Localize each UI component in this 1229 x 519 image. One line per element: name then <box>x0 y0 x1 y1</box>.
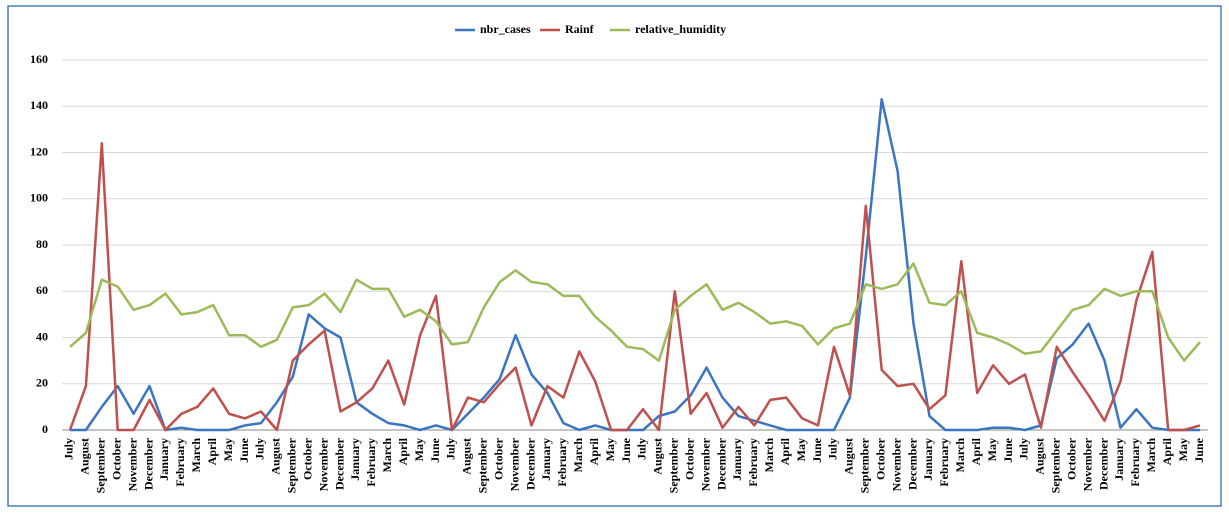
x-tick-label: January <box>1112 438 1126 481</box>
x-tick-label: March <box>189 438 203 473</box>
x-tick-label: July <box>253 438 267 460</box>
x-tick-label: August <box>651 438 665 475</box>
y-tick-label: 100 <box>30 191 48 205</box>
series-line <box>68 142 1201 432</box>
x-tick-label: August <box>269 438 283 475</box>
x-tick-label: April <box>778 437 792 465</box>
legend-label: nbr_cases <box>480 22 531 36</box>
x-tick-label: October <box>300 437 314 480</box>
x-tick-label: March <box>571 438 585 473</box>
x-tick-label: October <box>1064 437 1078 480</box>
x-tick-label: April <box>587 437 601 465</box>
y-tick-label: 160 <box>30 52 48 66</box>
y-tick-label: 40 <box>36 329 48 343</box>
x-tick-label: August <box>460 438 474 475</box>
x-tick-label: April <box>1160 437 1174 465</box>
legend-label: Rainf <box>565 22 595 36</box>
x-tick-label: June <box>619 437 633 462</box>
x-tick-label: August <box>1033 438 1047 475</box>
x-tick-label: September <box>476 437 490 493</box>
x-tick-label: May <box>794 438 808 461</box>
x-tick-label: May <box>603 438 617 461</box>
x-tick-label: April <box>969 437 983 465</box>
x-tick-label: July <box>1017 438 1031 460</box>
x-tick-label: July <box>635 438 649 460</box>
x-tick-label: November <box>125 437 139 491</box>
series-line <box>69 262 1201 362</box>
x-tick-label: June <box>810 437 824 462</box>
x-tick-label: February <box>555 438 569 487</box>
x-tick-label: September <box>285 437 299 493</box>
legend-label: relative_humidity <box>635 22 726 36</box>
x-tick-label: November <box>1080 437 1094 491</box>
x-tick-label: October <box>491 437 505 480</box>
x-tick-label: December <box>523 437 537 490</box>
x-tick-label: June <box>428 437 442 462</box>
x-tick-label: January <box>730 438 744 481</box>
x-tick-label: January <box>921 438 935 481</box>
x-tick-label: September <box>858 437 872 493</box>
x-tick-label: March <box>380 438 394 473</box>
x-tick-label: December <box>332 437 346 490</box>
x-tick-label: November <box>698 437 712 491</box>
x-tick-label: July <box>826 438 840 460</box>
chart-border <box>7 5 1222 507</box>
series-line <box>70 98 1200 432</box>
x-tick-label: December <box>905 437 919 490</box>
x-tick-label: August <box>78 438 92 475</box>
x-tick-label: November <box>889 437 903 491</box>
x-tick-label: October <box>873 437 887 480</box>
x-tick-label: March <box>762 438 776 473</box>
x-tick-label: September <box>1049 437 1063 493</box>
x-tick-label: June <box>237 437 251 462</box>
x-tick-label: May <box>985 438 999 461</box>
x-tick-label: September <box>667 437 681 493</box>
y-tick-label: 0 <box>42 422 48 436</box>
x-tick-label: March <box>1144 438 1158 473</box>
x-tick-label: April <box>396 437 410 465</box>
x-tick-label: January <box>348 438 362 481</box>
x-tick-label: November <box>316 437 330 491</box>
x-tick-label: May <box>1176 438 1190 461</box>
y-tick-label: 140 <box>30 98 48 112</box>
x-tick-label: February <box>937 438 951 487</box>
x-tick-label: May <box>221 438 235 461</box>
x-tick-label: October <box>682 437 696 480</box>
x-tick-label: December <box>1096 437 1110 490</box>
x-tick-label: July <box>62 438 76 460</box>
y-tick-label: 80 <box>36 237 48 251</box>
x-tick-label: October <box>109 437 123 480</box>
x-tick-label: June <box>1192 437 1206 462</box>
x-tick-label: February <box>746 438 760 487</box>
y-tick-label: 20 <box>36 376 48 390</box>
x-tick-label: December <box>714 437 728 490</box>
x-tick-label: March <box>953 438 967 473</box>
x-tick-label: September <box>94 437 108 493</box>
x-tick-label: February <box>173 438 187 487</box>
x-tick-label: February <box>364 438 378 487</box>
y-tick-label: 60 <box>36 283 48 297</box>
x-tick-label: April <box>205 437 219 465</box>
x-tick-label: June <box>1001 437 1015 462</box>
x-tick-label: August <box>842 438 856 475</box>
x-tick-label: January <box>157 438 171 481</box>
y-tick-label: 120 <box>30 144 48 158</box>
x-tick-label: November <box>507 437 521 491</box>
x-tick-label: February <box>1128 438 1142 487</box>
x-tick-label: December <box>141 437 155 490</box>
x-tick-label: January <box>539 438 553 481</box>
x-tick-label: May <box>412 438 426 461</box>
x-tick-label: July <box>444 438 458 460</box>
